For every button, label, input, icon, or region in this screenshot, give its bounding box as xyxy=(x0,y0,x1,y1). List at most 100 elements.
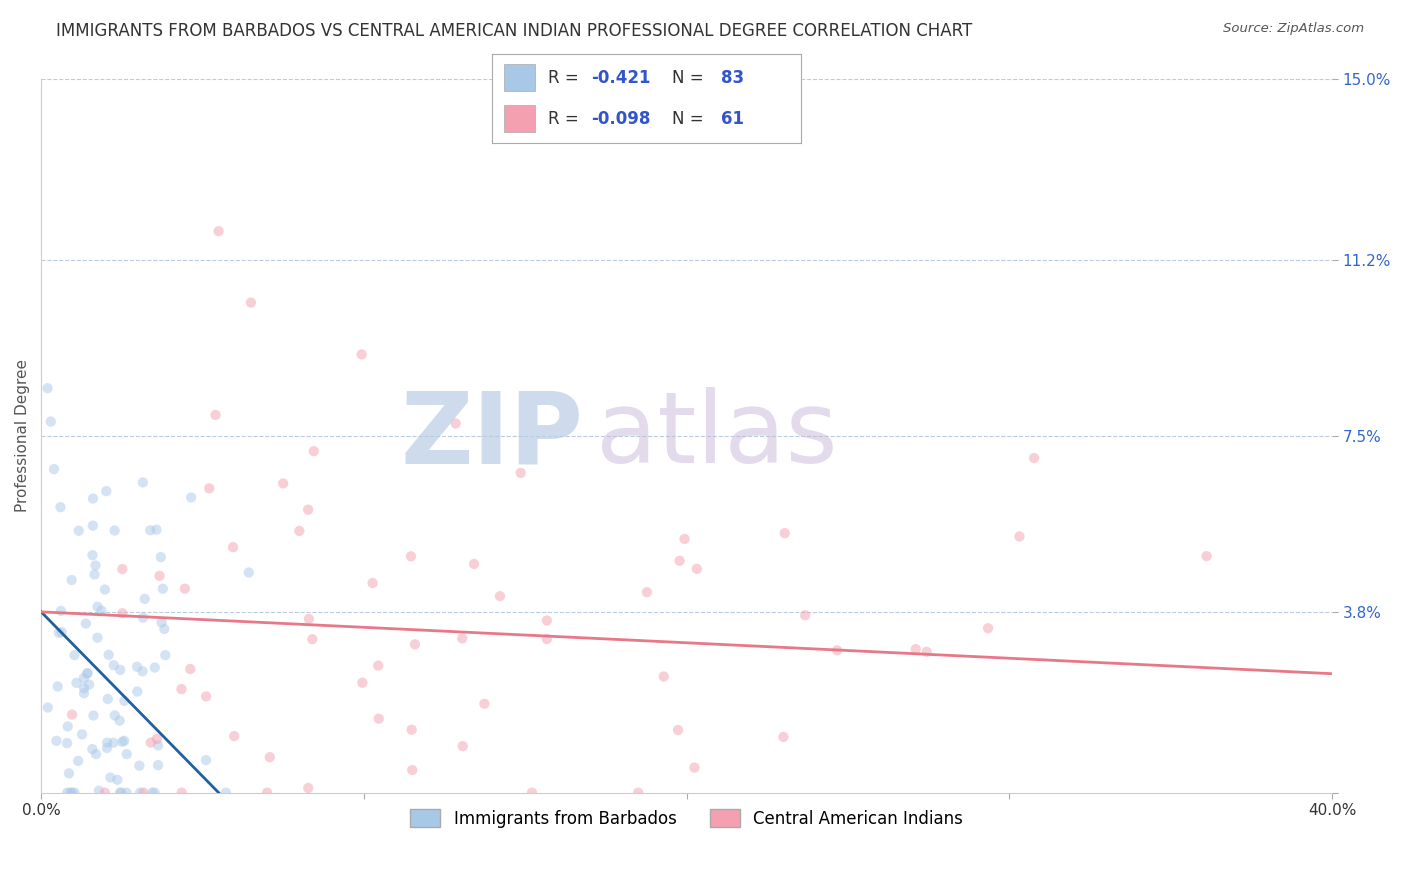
Point xyxy=(63,648,86,663)
Text: N =: N = xyxy=(672,110,709,128)
Point xyxy=(83,567,105,582)
Point xyxy=(76,665,98,680)
Point xyxy=(256,786,278,800)
Point xyxy=(73,686,96,700)
Point xyxy=(129,786,152,800)
Point xyxy=(224,729,246,743)
Point xyxy=(474,697,496,711)
Point xyxy=(134,591,156,606)
Point xyxy=(352,675,374,690)
Point xyxy=(1195,549,1218,563)
Text: N =: N = xyxy=(672,69,709,87)
Point xyxy=(56,719,79,733)
Point xyxy=(195,690,218,704)
Point xyxy=(82,548,104,562)
Point xyxy=(1008,529,1031,543)
Point xyxy=(108,663,131,677)
Point xyxy=(76,666,98,681)
Point xyxy=(56,786,79,800)
Point xyxy=(132,610,155,624)
Point xyxy=(509,466,531,480)
Point xyxy=(96,741,118,756)
Point xyxy=(673,532,696,546)
Point xyxy=(112,694,135,708)
Point xyxy=(239,295,262,310)
Point xyxy=(65,676,87,690)
Point xyxy=(84,558,107,573)
Point xyxy=(110,786,132,800)
Point xyxy=(111,607,134,621)
Text: R =: R = xyxy=(548,69,583,87)
Point xyxy=(198,481,221,495)
Point xyxy=(204,408,226,422)
Point xyxy=(105,772,128,787)
Point xyxy=(825,643,848,657)
Text: 61: 61 xyxy=(721,110,744,128)
Point xyxy=(536,614,558,628)
Point xyxy=(58,766,80,780)
Point xyxy=(56,736,79,750)
Point xyxy=(173,582,195,596)
Point xyxy=(97,648,120,662)
Point xyxy=(128,758,150,772)
Point xyxy=(132,786,155,800)
Point xyxy=(271,476,294,491)
Y-axis label: Professional Degree: Professional Degree xyxy=(15,359,30,512)
Point xyxy=(520,786,543,800)
Point xyxy=(636,585,658,599)
Point xyxy=(683,761,706,775)
Point xyxy=(401,723,423,737)
FancyBboxPatch shape xyxy=(505,105,536,132)
Point xyxy=(86,631,108,645)
Point xyxy=(298,612,321,626)
Point xyxy=(112,733,135,747)
Point xyxy=(82,742,104,756)
Point xyxy=(536,632,558,646)
Point xyxy=(75,616,97,631)
Point xyxy=(149,550,172,565)
Point xyxy=(215,786,238,800)
Point xyxy=(67,754,90,768)
Point xyxy=(87,783,110,797)
Point xyxy=(97,692,120,706)
Point xyxy=(686,562,709,576)
Point xyxy=(170,682,193,697)
Point xyxy=(94,786,117,800)
Text: atlas: atlas xyxy=(596,387,838,484)
Point xyxy=(108,786,131,800)
Point xyxy=(222,540,245,554)
Point xyxy=(37,700,59,714)
Point xyxy=(666,723,689,737)
Point xyxy=(49,500,72,515)
Point xyxy=(668,554,690,568)
FancyBboxPatch shape xyxy=(505,64,536,91)
Text: 83: 83 xyxy=(721,69,744,87)
Point xyxy=(48,626,70,640)
Point xyxy=(127,684,149,698)
Point xyxy=(772,730,794,744)
Point xyxy=(170,786,193,800)
Point xyxy=(139,524,162,538)
Point xyxy=(404,637,426,651)
Point xyxy=(401,763,423,777)
Point xyxy=(46,680,69,694)
Point xyxy=(904,642,927,657)
Text: Source: ZipAtlas.com: Source: ZipAtlas.com xyxy=(1223,22,1364,36)
Point xyxy=(111,562,134,576)
Point xyxy=(84,747,107,761)
Point xyxy=(115,786,138,800)
Point xyxy=(70,727,93,741)
Point xyxy=(367,712,389,726)
Point xyxy=(139,736,162,750)
Point xyxy=(152,582,174,596)
Point xyxy=(96,736,118,750)
Point xyxy=(90,604,112,618)
Point xyxy=(773,526,796,541)
Point xyxy=(361,576,384,591)
Point xyxy=(49,604,72,618)
Point xyxy=(51,625,73,640)
Point xyxy=(104,708,127,723)
Text: -0.421: -0.421 xyxy=(591,69,651,87)
Point xyxy=(73,681,96,695)
Point xyxy=(103,658,125,673)
